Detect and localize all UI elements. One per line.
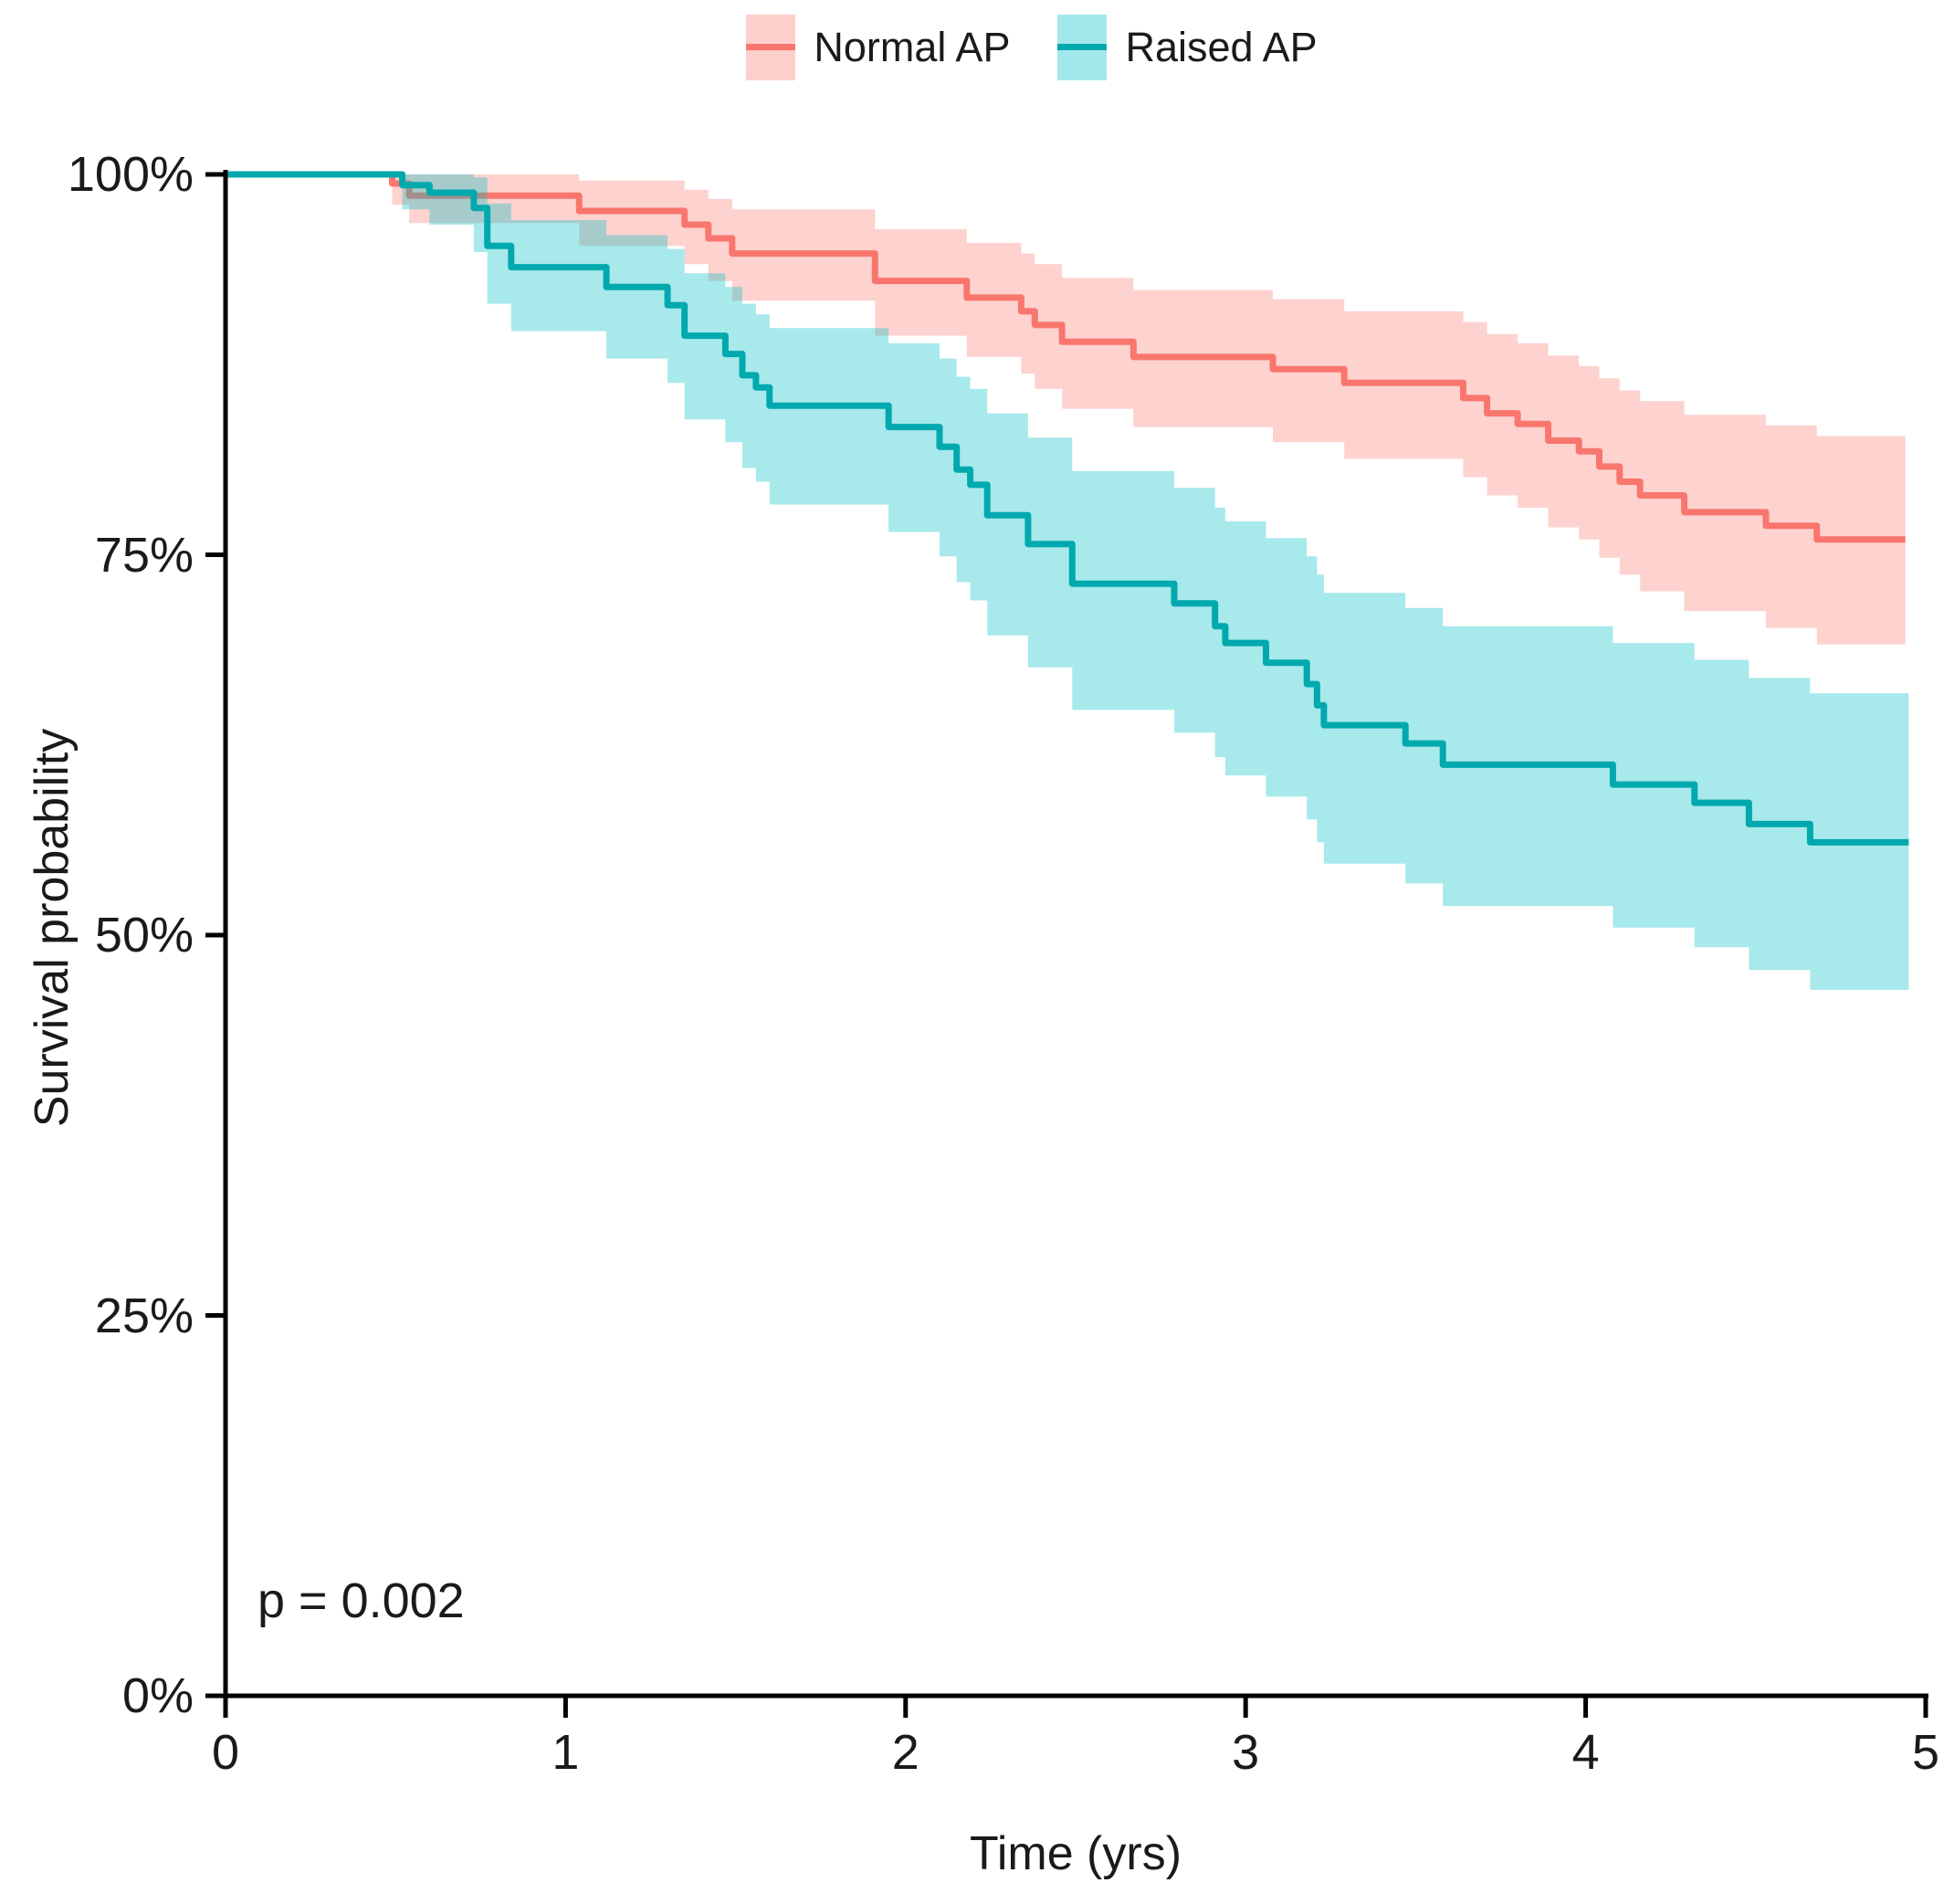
y-tick-label: 100% xyxy=(67,147,194,202)
normal-ap-survival-curve xyxy=(226,171,1906,543)
x-tick-label: 1 xyxy=(552,1725,580,1780)
raised-ap-survival-curve xyxy=(226,171,1909,846)
y-tick-label: 50% xyxy=(94,908,194,963)
x-tick-label: 2 xyxy=(891,1725,919,1780)
raised-ap-confidence-band xyxy=(226,174,1909,990)
y-tick-label: 75% xyxy=(94,527,194,583)
legend-label-raised-ap: Raised AP xyxy=(1125,24,1318,70)
raised-ap-line-icon xyxy=(1057,44,1108,50)
x-tick-label: 5 xyxy=(1911,1725,1940,1780)
y-tick-label: 0% xyxy=(121,1668,194,1723)
raised-ap-swatch xyxy=(1057,15,1108,80)
legend-item-normal-ap: Normal AP xyxy=(746,15,1010,80)
legend-label-normal-ap: Normal AP xyxy=(814,24,1011,70)
x-tick-label: 3 xyxy=(1232,1725,1260,1780)
normal-ap-line-icon xyxy=(746,44,796,50)
legend: Normal AP Raised AP xyxy=(55,15,1954,80)
x-tick-label: 4 xyxy=(1571,1725,1600,1780)
y-tick-label: 25% xyxy=(94,1288,194,1343)
x-axis-title: Time (yrs) xyxy=(969,1827,1182,1880)
legend-item-raised-ap: Raised AP xyxy=(1057,15,1318,80)
normal-ap-swatch xyxy=(746,15,796,80)
p-value-annotation: p = 0.002 xyxy=(257,1573,465,1628)
x-tick-label: 0 xyxy=(211,1725,240,1780)
normal-ap-confidence-band xyxy=(226,174,1906,645)
